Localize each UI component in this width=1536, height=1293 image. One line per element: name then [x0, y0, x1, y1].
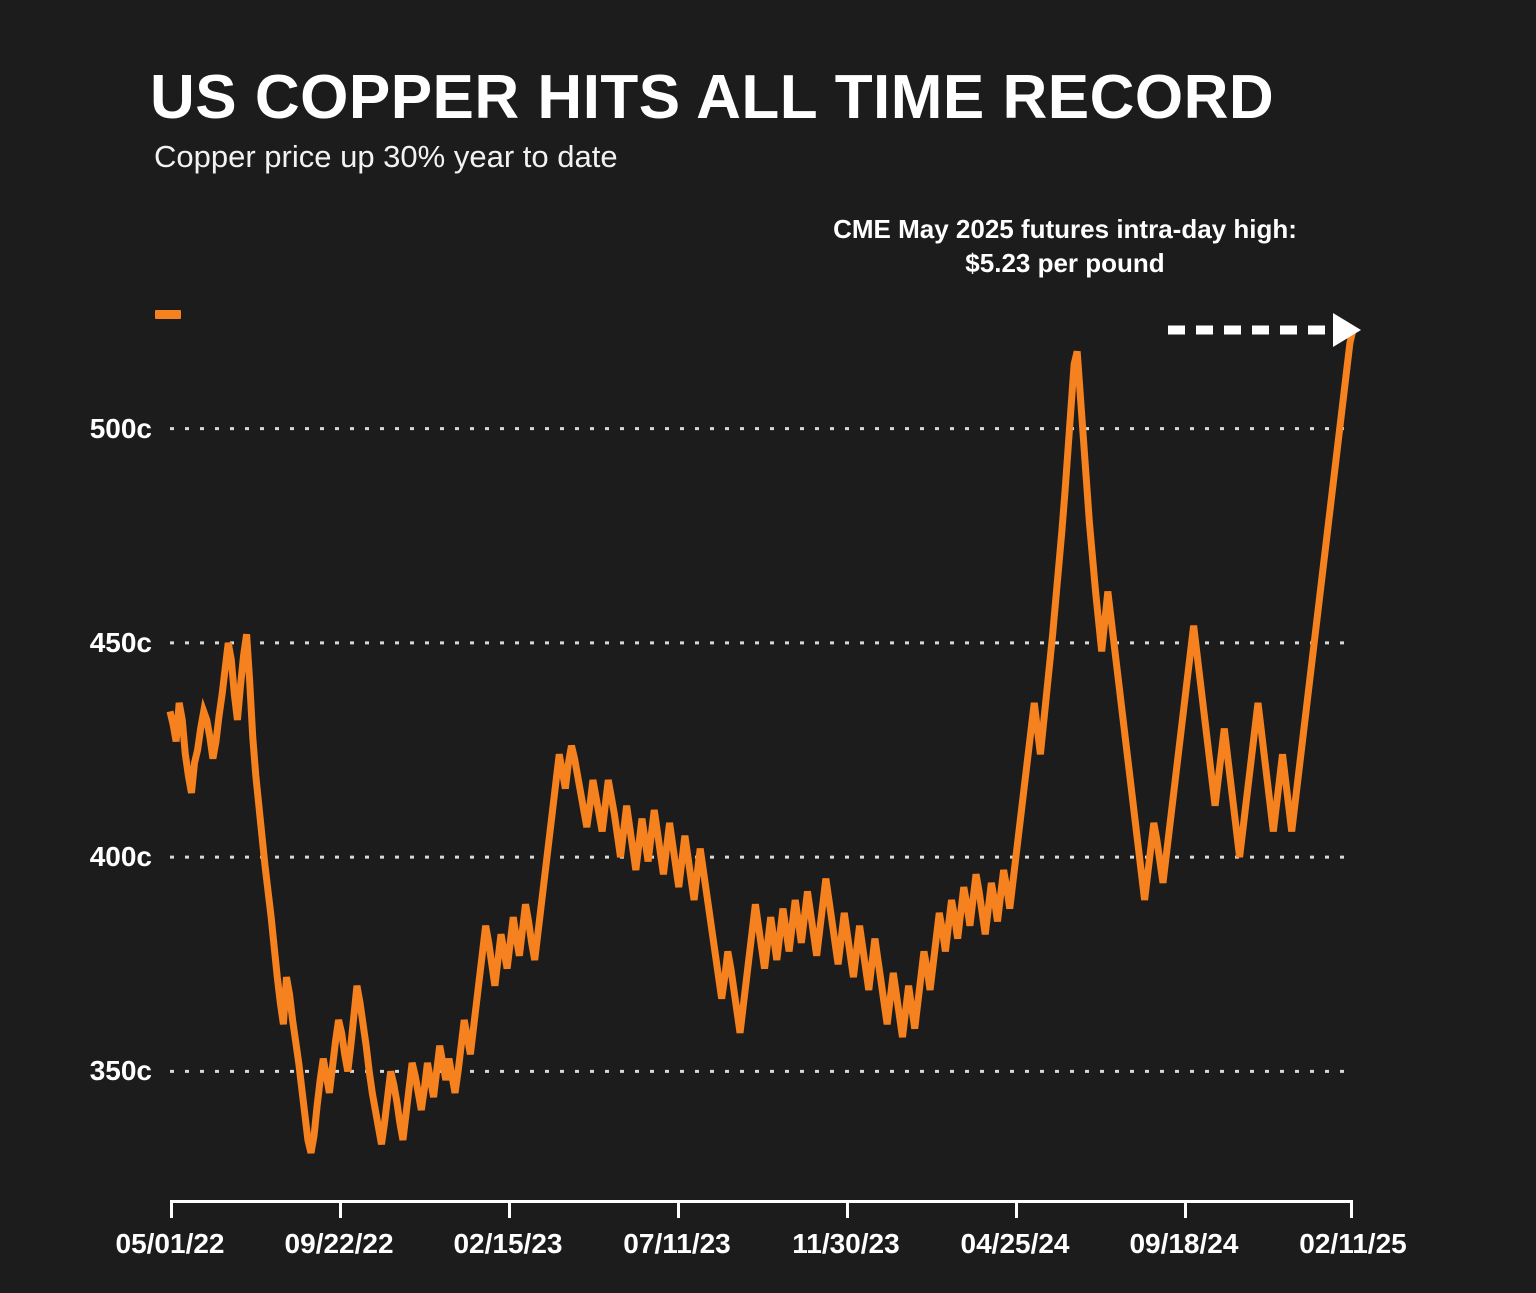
- chart-header: US COPPER HITS ALL TIME RECORD Copper pr…: [150, 66, 1450, 175]
- x-axis-tick-label: 02/11/25: [1299, 1228, 1407, 1259]
- chart-legend: [155, 310, 191, 319]
- y-axis-tick-label: 450c: [89, 626, 152, 658]
- x-axis-tick: [1183, 1200, 1187, 1218]
- page-subtitle: Copper price up 30% year to date: [154, 139, 618, 175]
- x-axis-tick: [845, 1200, 849, 1218]
- x-axis-tick: [170, 1200, 173, 1218]
- x-axis-tick-label: 04/25/24: [960, 1228, 1070, 1259]
- x-axis-tick: [677, 1200, 681, 1218]
- x-axis-tick-label: 09/18/24: [1129, 1228, 1239, 1259]
- x-axis-line: [170, 1200, 1353, 1203]
- y-axis-tick-label: 400c: [89, 841, 152, 873]
- dashed-arrow-right-icon: [1168, 313, 1361, 347]
- x-axis-tick: [1350, 1200, 1353, 1218]
- legend-swatch-copper: [155, 310, 181, 319]
- annotation-line-1: CME May 2025 futures intra-day high:: [833, 214, 1297, 244]
- x-axis: [170, 1200, 1353, 1230]
- y-axis-tick-label: 500c: [89, 412, 152, 444]
- page-title: US COPPER HITS ALL TIME RECORD: [150, 63, 1275, 132]
- y-axis: 350c 400c 450c 500c: [0, 300, 152, 1200]
- annotation-callout: CME May 2025 futures intra-day high: $5.…: [760, 212, 1370, 281]
- y-axis-tick-label: 350c: [89, 1055, 152, 1087]
- annotation-arrow-head: [1333, 313, 1361, 347]
- series-copper: [166, 329, 1357, 1154]
- x-axis-tick-label: 07/11/23: [623, 1228, 731, 1259]
- chart-svg: [166, 313, 1361, 1154]
- annotation-line-2: $5.23 per pound: [965, 248, 1165, 279]
- x-axis-tick: [339, 1200, 343, 1218]
- x-axis-tick-label: 05/01/22: [115, 1228, 225, 1259]
- x-axis-tick: [1015, 1200, 1019, 1218]
- x-axis-tick: [507, 1200, 511, 1218]
- x-axis-tick-labels: 05/01/22 09/22/22 02/15/23 07/11/23 11/30/23…: [0, 1228, 1536, 1288]
- x-axis-tick-label: 11/30/23: [792, 1228, 900, 1259]
- series-line-copper: [166, 329, 1357, 1154]
- x-axis-tick-label: 09/22/22: [284, 1228, 394, 1259]
- plot-area: [166, 300, 1361, 1200]
- x-axis-tick-label: 02/15/23: [453, 1228, 563, 1259]
